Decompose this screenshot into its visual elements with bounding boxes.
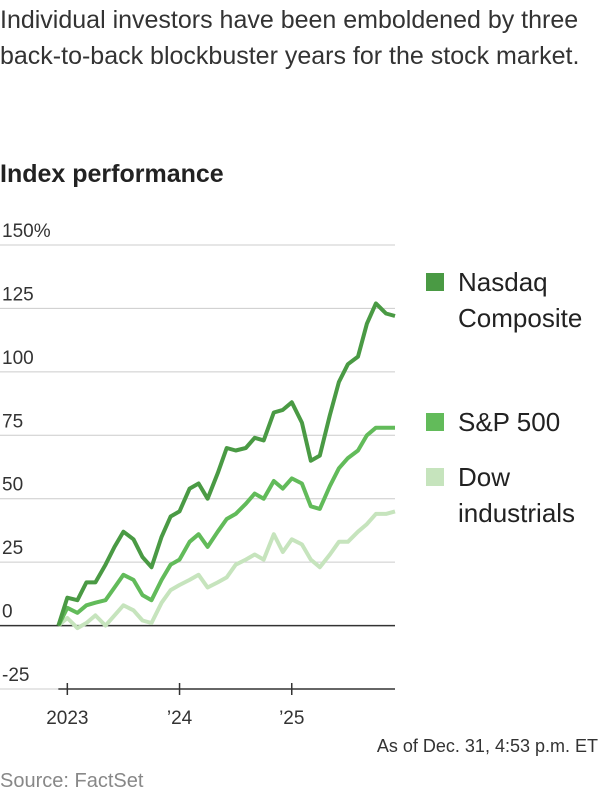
chart-title: Index performance (0, 160, 224, 188)
x-tick-label: ’24 (167, 708, 193, 729)
y-tick-label: 125 (2, 284, 34, 305)
x-tick-label: 2023 (46, 708, 88, 729)
note: As of Dec. 31, 4:53 p.m. ET (376, 736, 598, 756)
series-line (56, 301, 396, 627)
y-tick-label: 50 (2, 475, 23, 496)
legend-label: Nasdaq Composite (458, 267, 583, 333)
y-tick-label: 150% (2, 221, 51, 242)
y-tick-label: 25 (2, 538, 23, 559)
y-tick-label: 0 (2, 602, 13, 623)
legend-entry: Dow industrials (426, 459, 598, 531)
source: Source: FactSet (0, 770, 144, 792)
series-line (56, 425, 395, 627)
subtitle: Individual investors have been emboldene… (0, 6, 580, 70)
legend-swatch (426, 273, 444, 291)
x-tick-label: ’25 (279, 708, 304, 729)
legend-entry: Nasdaq Composite (426, 264, 598, 336)
legend-entry: S&P 500 (426, 404, 598, 440)
y-tick-label: 100 (2, 348, 34, 369)
series-line (57, 509, 396, 631)
legend-label: Dow industrials (458, 462, 576, 528)
legend-swatch (426, 468, 444, 486)
legend-label: S&P 500 (458, 407, 561, 437)
legend-swatch (426, 413, 444, 431)
y-tick-label: 75 (2, 411, 23, 432)
y-tick-label: -25 (2, 665, 29, 686)
